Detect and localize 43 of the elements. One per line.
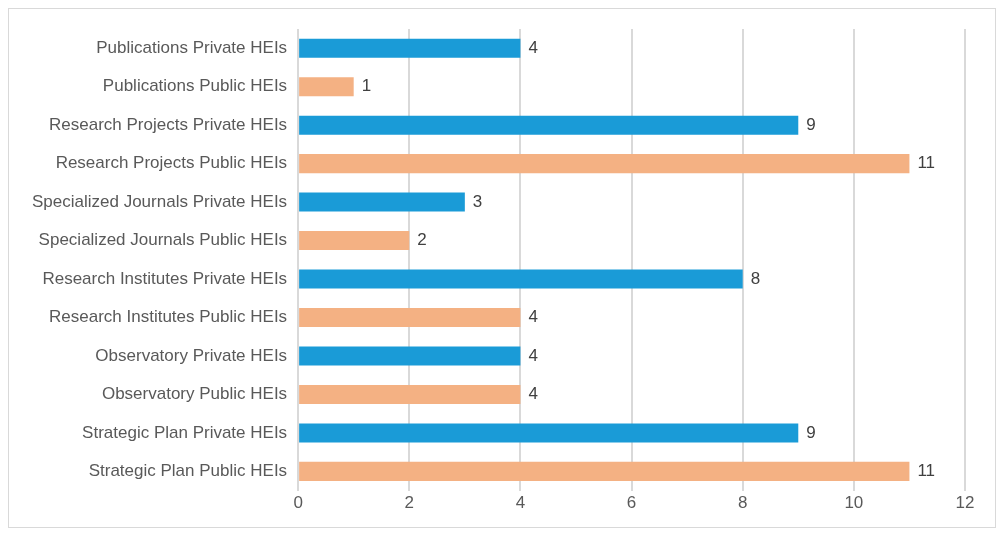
bar xyxy=(299,269,743,289)
y-tick-label: Research Institutes Private HEIs xyxy=(42,268,288,288)
data-label: 4 xyxy=(528,384,538,404)
y-tick-label: Research Projects Public HEIs xyxy=(55,153,288,173)
bar xyxy=(299,38,521,58)
y-tick-label: Specialized Journals Private HEIs xyxy=(31,191,288,211)
y-tick-label: Strategic Plan Public HEIs xyxy=(88,461,288,481)
data-label: 9 xyxy=(806,114,816,134)
data-label: 2 xyxy=(417,230,427,250)
data-label: 8 xyxy=(750,268,761,288)
bar xyxy=(299,423,799,443)
bar xyxy=(299,77,354,97)
bar xyxy=(299,346,521,366)
data-label: 3 xyxy=(472,191,483,211)
bar xyxy=(299,154,910,174)
x-tick-label: 8 xyxy=(737,493,748,513)
y-tick-label: Observatory Private HEIs xyxy=(95,345,288,365)
y-tick-label: Publications Public HEIs xyxy=(102,76,288,96)
y-tick-label: Research Projects Private HEIs xyxy=(49,114,288,134)
bar xyxy=(299,461,910,481)
data-label: 4 xyxy=(528,345,538,365)
bar xyxy=(299,384,521,404)
data-label: 11 xyxy=(917,461,936,481)
y-tick-label: Strategic Plan Private HEIs xyxy=(82,422,288,442)
data-label: 9 xyxy=(806,422,816,442)
data-label: 11 xyxy=(917,153,936,173)
data-label: 4 xyxy=(528,37,538,57)
bar xyxy=(299,115,799,135)
y-tick-label: Specialized Journals Public HEIs xyxy=(38,230,288,250)
x-tick-label: 12 xyxy=(955,493,975,513)
x-tick-label: 4 xyxy=(515,493,526,513)
y-tick-label: Research Institutes Public HEIs xyxy=(49,307,288,327)
x-tick-label: 2 xyxy=(404,493,414,513)
bar xyxy=(299,307,521,328)
y-tick-label: Publications Private HEIs xyxy=(96,37,288,57)
bar xyxy=(299,192,465,212)
x-tick-label: 10 xyxy=(844,493,864,513)
x-tick-label: 0 xyxy=(293,493,303,513)
data-label: 4 xyxy=(528,307,538,327)
data-label: 1 xyxy=(361,76,372,96)
x-tick-label: 6 xyxy=(626,493,637,513)
bar xyxy=(299,231,410,251)
y-tick-label: Observatory Public HEIs xyxy=(101,384,288,404)
